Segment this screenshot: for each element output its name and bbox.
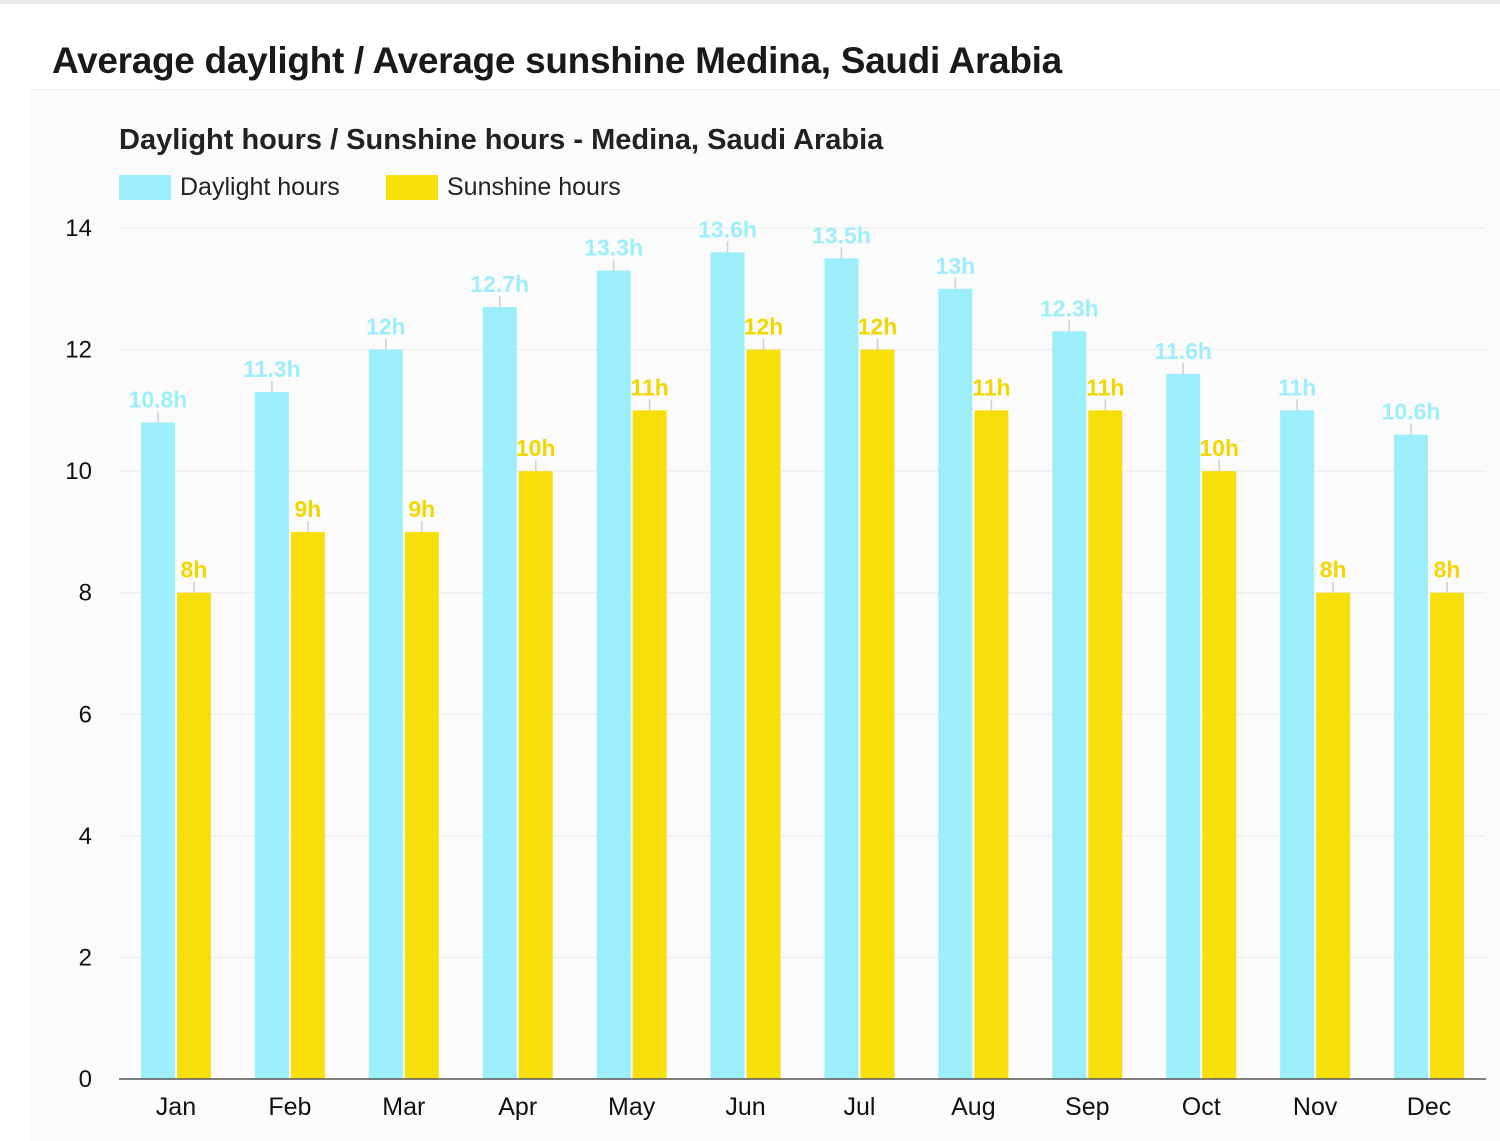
data-label-sunshine-aug: 11h [972, 374, 1010, 400]
data-label-daylight-sep: 12.3h [1040, 295, 1099, 321]
data-label-sunshine-mar: 9h [408, 496, 435, 522]
bar-sunshine-may [632, 410, 667, 1079]
data-label-sunshine-jan: 8h [181, 557, 208, 583]
bar-daylight-dec [1394, 434, 1429, 1080]
bar-sunshine-aug [974, 410, 1009, 1079]
data-label-daylight-nov: 11h [1278, 374, 1316, 400]
x-tick-label-jul: Jul [843, 1093, 875, 1121]
data-label-daylight-feb: 11.3h [243, 356, 301, 382]
data-label-sunshine-jun: 12h [744, 314, 784, 340]
bar-sunshine-jun [746, 349, 781, 1080]
legend-swatch-daylight [119, 175, 171, 200]
y-tick-label-6: 6 [79, 701, 92, 728]
bar-daylight-mar [368, 349, 403, 1080]
bar-sunshine-apr [518, 471, 553, 1080]
x-tick-label-nov: Nov [1293, 1093, 1338, 1121]
x-tick-label-jan: Jan [156, 1093, 196, 1121]
y-tick-label-10: 10 [65, 458, 92, 485]
bar-sunshine-oct [1202, 471, 1237, 1080]
legend-label-daylight: Daylight hours [180, 173, 340, 201]
x-tick-label-dec: Dec [1407, 1093, 1451, 1121]
data-label-daylight-oct: 11.6h [1154, 338, 1212, 364]
data-label-daylight-jun: 13.6h [698, 216, 757, 242]
y-tick-label-2: 2 [79, 944, 92, 971]
bar-sunshine-nov [1316, 592, 1351, 1079]
x-tick-label-mar: Mar [382, 1093, 425, 1121]
title-divider [30, 89, 1500, 90]
bar-daylight-jun [710, 252, 745, 1080]
y-tick-label-14: 14 [65, 215, 92, 242]
y-tick-label-8: 8 [79, 580, 92, 607]
x-tick-label-oct: Oct [1182, 1093, 1221, 1121]
bar-daylight-feb [254, 392, 289, 1079]
bar-daylight-oct [1166, 373, 1201, 1079]
legend-swatch-sunshine [386, 175, 438, 200]
y-tick-label-0: 0 [79, 1066, 92, 1093]
x-tick-label-feb: Feb [268, 1093, 311, 1121]
data-label-sunshine-sep: 11h [1086, 374, 1124, 400]
x-tick-label-sep: Sep [1065, 1093, 1109, 1121]
chart-title: Daylight hours / Sunshine hours - Medina… [119, 124, 884, 156]
data-label-sunshine-may: 11h [630, 374, 668, 400]
data-label-daylight-mar: 12h [366, 314, 406, 340]
x-tick-label-may: May [608, 1093, 656, 1121]
data-label-sunshine-dec: 8h [1434, 557, 1461, 583]
x-tick-label-aug: Aug [951, 1093, 995, 1121]
bar-daylight-aug [938, 288, 973, 1079]
data-label-daylight-jul: 13.5h [812, 222, 871, 248]
data-label-daylight-aug: 13h [936, 253, 976, 279]
bar-sunshine-dec [1430, 592, 1465, 1079]
data-label-daylight-jan: 10.8h [129, 387, 188, 413]
bar-sunshine-sep [1088, 410, 1123, 1079]
y-tick-label-4: 4 [79, 823, 92, 850]
data-label-sunshine-apr: 10h [516, 435, 556, 461]
bar-daylight-apr [482, 307, 517, 1079]
bar-daylight-nov [1280, 410, 1315, 1079]
top-strip [0, 0, 1500, 4]
y-tick-label-12: 12 [65, 337, 92, 364]
bar-sunshine-feb [290, 531, 325, 1079]
data-label-daylight-dec: 10.6h [1382, 399, 1441, 425]
x-tick-label-jun: Jun [725, 1093, 765, 1121]
bar-daylight-jul [824, 258, 859, 1080]
bar-daylight-sep [1052, 331, 1087, 1080]
data-label-sunshine-jul: 12h [858, 314, 898, 340]
data-label-daylight-apr: 12.7h [470, 271, 529, 297]
bar-daylight-jan [140, 422, 175, 1079]
bar-sunshine-mar [404, 531, 439, 1079]
bar-daylight-may [596, 270, 631, 1079]
page-title: Average daylight / Average sunshine Medi… [52, 40, 1062, 81]
bar-sunshine-jan [176, 592, 211, 1079]
x-tick-label-apr: Apr [498, 1093, 537, 1121]
data-label-daylight-may: 13.3h [584, 235, 643, 261]
data-label-sunshine-nov: 8h [1320, 557, 1347, 583]
data-label-sunshine-feb: 9h [294, 496, 321, 522]
bar-sunshine-jul [860, 349, 895, 1080]
legend-label-sunshine: Sunshine hours [447, 173, 621, 201]
data-label-sunshine-oct: 10h [1199, 435, 1239, 461]
